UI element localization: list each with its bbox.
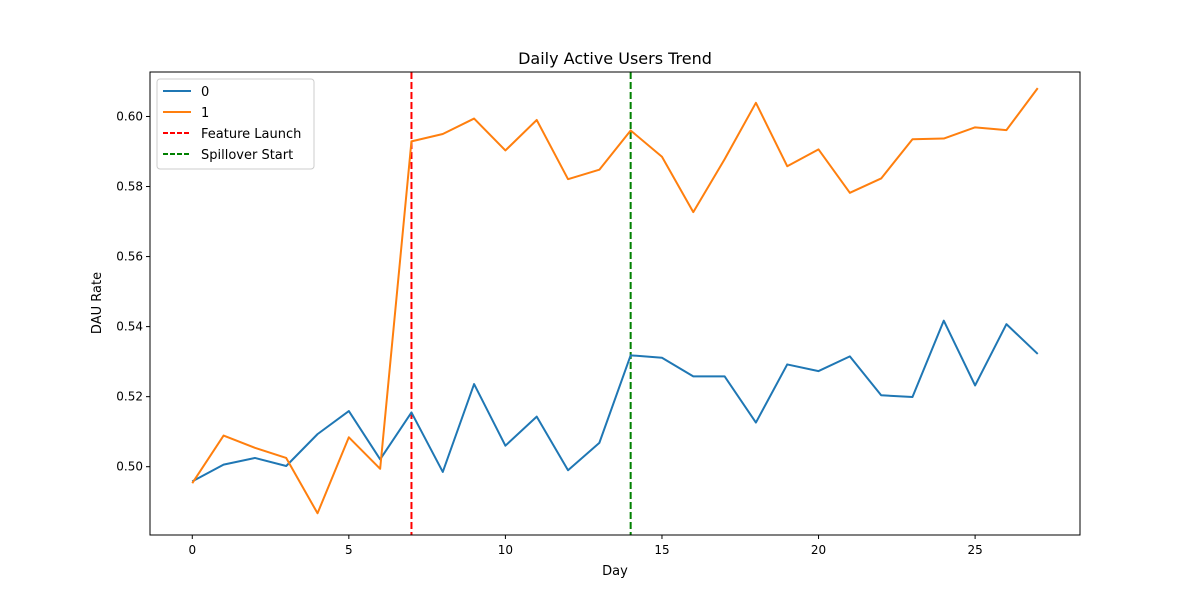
x-axis: 0 5 10 15 20 25 xyxy=(188,535,983,557)
y-tick-label: 0.54 xyxy=(116,320,143,334)
x-tick-label: 15 xyxy=(654,543,669,557)
legend: 0 1 Feature Launch Spillover Start xyxy=(156,78,315,170)
x-tick-label: 5 xyxy=(345,543,353,557)
y-tick-label: 0.58 xyxy=(116,180,143,194)
y-tick-label: 0.60 xyxy=(116,109,143,123)
y-tick-label: 0.56 xyxy=(116,250,143,264)
chart-title: Daily Active Users Trend xyxy=(518,49,712,68)
plot-frame xyxy=(149,71,1081,536)
y-axis: 0.50 0.52 0.54 0.56 0.58 0.60 xyxy=(116,109,150,474)
x-tick-label: 25 xyxy=(967,543,982,557)
y-axis-label: DAU Rate xyxy=(90,272,105,334)
x-tick-label: 20 xyxy=(811,543,826,557)
legend-box xyxy=(156,78,315,170)
legend-label: 1 xyxy=(201,106,209,121)
series-line xyxy=(191,319,1039,483)
x-tick-label: 0 xyxy=(188,543,196,557)
legend-label: 0 xyxy=(201,85,209,100)
series-line xyxy=(191,87,1039,515)
reference-lines xyxy=(410,72,632,535)
legend-label: Feature Launch xyxy=(201,127,301,142)
x-axis-label: Day xyxy=(602,564,628,579)
y-tick-label: 0.50 xyxy=(116,460,143,474)
x-tick-label: 10 xyxy=(498,543,513,557)
series-layer xyxy=(191,87,1039,515)
y-tick-label: 0.52 xyxy=(116,390,143,404)
legend-label: Spillover Start xyxy=(201,148,293,163)
